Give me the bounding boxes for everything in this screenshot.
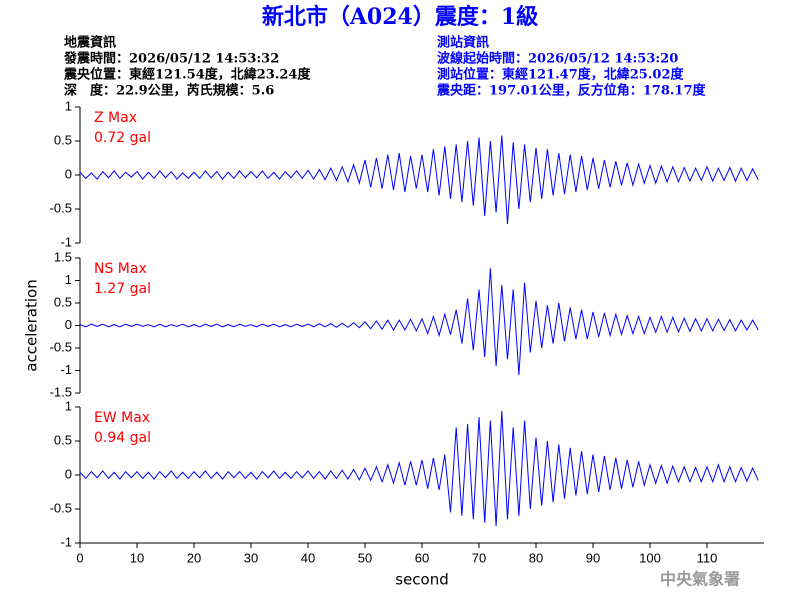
x-tick-label: 100 — [639, 550, 661, 565]
x-tick-label: 80 — [529, 550, 543, 565]
info-line: 測站資訊 — [437, 35, 489, 51]
y-axis-label: acceleration — [23, 279, 41, 371]
y-tick-label: 0 — [65, 317, 72, 332]
y-tick-label: -1 — [60, 362, 72, 377]
info-line: 地震資訊 — [64, 35, 116, 51]
x-tick-label: 0 — [76, 550, 83, 565]
channel-label: Z Max — [94, 110, 137, 126]
x-tick-label: 30 — [244, 550, 258, 565]
info-line: 震央距：197.01公里，反方位角：178.17度 — [436, 83, 707, 99]
waveform — [79, 411, 759, 527]
waveform — [79, 135, 759, 224]
y-tick-label: 0 — [65, 466, 72, 481]
x-axis-label: second — [395, 571, 449, 589]
y-tick-label: 0 — [65, 166, 72, 181]
y-tick-label: 0.5 — [54, 294, 72, 309]
info-line: 發震時間：2026/05/12 14:53:32 — [63, 51, 279, 67]
x-tick-label: 50 — [358, 550, 372, 565]
y-tick-label: 1 — [65, 98, 72, 113]
y-tick-label: -0.5 — [50, 500, 72, 515]
y-tick-label: -1.5 — [50, 384, 72, 399]
y-tick-label: -1 — [60, 534, 72, 549]
y-tick-label: 1.5 — [54, 249, 72, 264]
x-tick-label: 10 — [130, 550, 144, 565]
channel-label: EW Max — [94, 410, 150, 426]
x-tick-label: 60 — [415, 550, 429, 565]
info-line: 測站位置：東經121.47度，北緯25.02度 — [437, 67, 684, 83]
info-line: 波線起始時間：2026/05/12 14:53:20 — [437, 51, 678, 67]
x-tick-label: 110 — [697, 550, 718, 565]
x-tick-label: 70 — [472, 550, 486, 565]
channel-max: 0.94 gal — [94, 430, 151, 446]
y-tick-label: 1 — [65, 398, 72, 413]
channel-max: 1.27 gal — [94, 281, 151, 297]
y-tick-label: -0.5 — [50, 200, 72, 215]
y-tick-label: 0.5 — [54, 132, 72, 147]
x-tick-label: 40 — [301, 550, 315, 565]
channel-max: 0.72 gal — [94, 130, 151, 146]
y-tick-label: 1 — [65, 272, 72, 287]
x-tick-label: 90 — [586, 550, 600, 565]
page-title: 新北市（A024）震度：1級 — [262, 4, 538, 30]
channel-label: NS Max — [94, 261, 147, 277]
agency-watermark: 中央氣象署 — [660, 570, 740, 589]
y-tick-label: 0.5 — [54, 432, 72, 447]
info-line: 深 度：22.9公里，芮氏規模：5.6 — [64, 83, 274, 99]
y-tick-label: -0.5 — [50, 339, 72, 354]
y-tick-label: -1 — [60, 234, 72, 249]
waveform — [79, 268, 759, 376]
info-line: 震央位置：東經121.54度，北緯23.24度 — [63, 67, 311, 83]
x-tick-label: 20 — [187, 550, 201, 565]
